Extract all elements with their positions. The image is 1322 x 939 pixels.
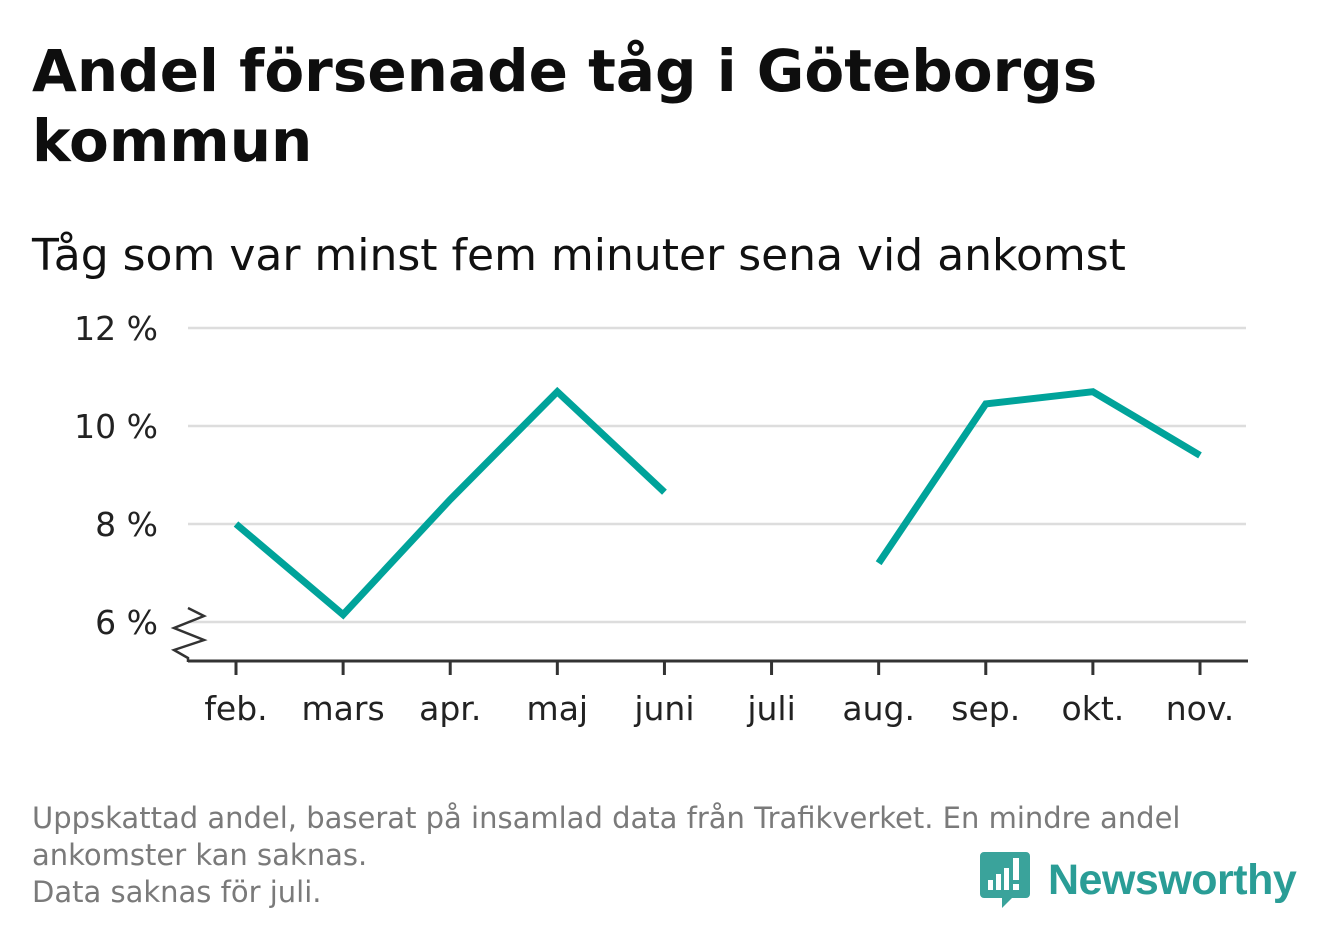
- y-tick-label: 8 %: [95, 505, 158, 544]
- chart-subtitle: Tåg som var minst fem minuter sena vid a…: [32, 230, 1126, 281]
- x-tick-label: nov.: [1166, 689, 1235, 728]
- series-line-segment: [875, 388, 1202, 566]
- x-tick-label: juli: [746, 689, 795, 728]
- y-axis-ticks: 6 % 8 % 10 % 12 %: [74, 309, 158, 642]
- x-tick-label: okt.: [1062, 689, 1125, 728]
- y-tick-label: 12 %: [74, 309, 158, 348]
- x-tick-label: juni: [633, 689, 694, 728]
- y-tick-label: 6 %: [95, 603, 158, 642]
- line-chart: 6 % 8 % 10 % 12 % feb. mars apr. maj juni juli au…: [74, 309, 1248, 728]
- footer-line-3: Data saknas för juli.: [32, 875, 322, 909]
- newsworthy-bar-chart-icon: [980, 852, 1030, 908]
- x-axis: [170, 606, 1248, 663]
- x-tick-label: sep.: [951, 689, 1020, 728]
- x-tick-label: feb.: [204, 689, 267, 728]
- x-tick-label: mars: [302, 689, 385, 728]
- y-tick-label: 10 %: [74, 407, 158, 446]
- x-tick-label: aug.: [842, 689, 915, 728]
- chart-title: Andel försenade tåg i Göteborgs kommun: [32, 37, 1098, 175]
- footer-line-1: Uppskattad andel, baserat på insamlad da…: [32, 801, 1181, 835]
- logo-text: Newsworthy: [1048, 855, 1297, 904]
- footer-note: Uppskattad andel, baserat på insamlad da…: [32, 800, 1292, 911]
- newsworthy-logo: Newsworthy: [980, 850, 1297, 910]
- axis-break-mark: [170, 606, 208, 662]
- grid-lines: [188, 326, 1246, 624]
- series-lines: [233, 386, 1202, 620]
- series-line-segment: [233, 386, 667, 620]
- x-tick-label: maj: [527, 689, 589, 728]
- x-axis-ticks: feb. mars apr. maj juni juli aug. sep. okt. nov.: [204, 661, 1234, 728]
- x-tick-label: apr.: [419, 689, 481, 728]
- footer-line-2: ankomster kan saknas.: [32, 838, 368, 872]
